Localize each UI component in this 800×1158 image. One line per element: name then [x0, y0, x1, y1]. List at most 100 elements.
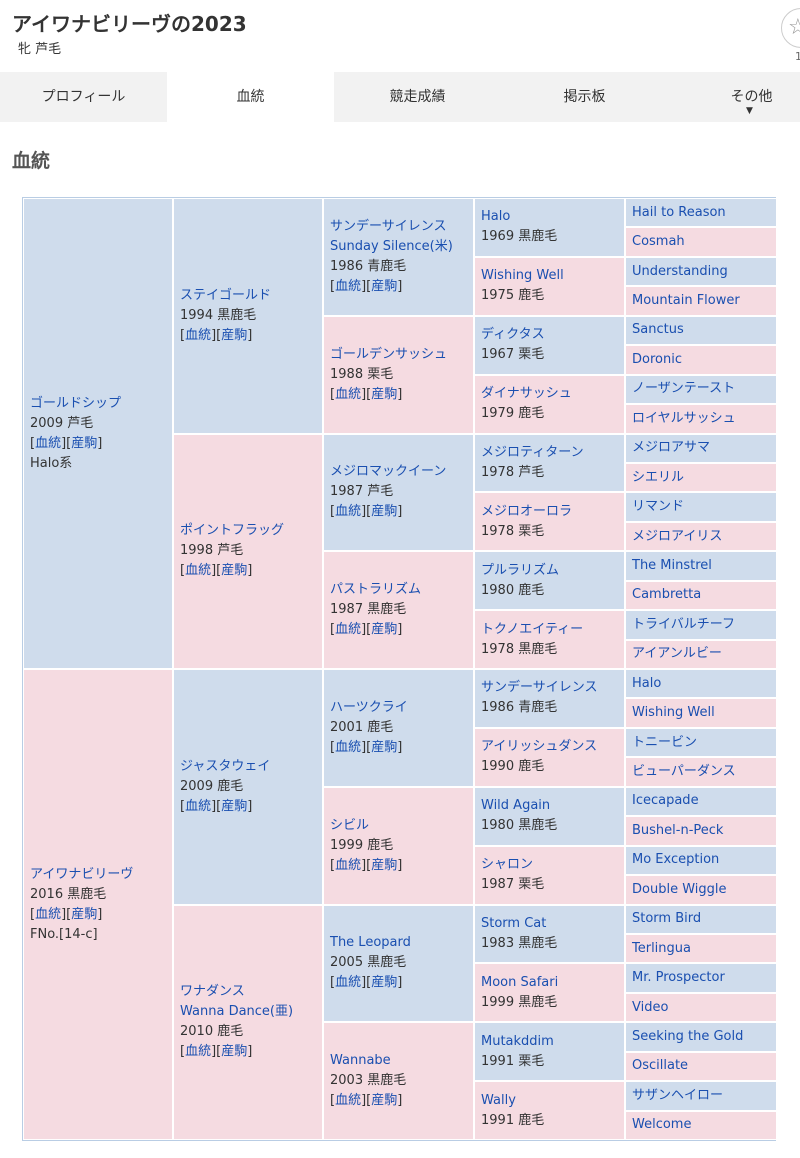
horse-name-link[interactable]: メジロマックイーン [330, 464, 447, 480]
pedigree-link[interactable]: 血統 [185, 563, 212, 579]
pedigree-link[interactable]: 血統 [35, 906, 62, 922]
horse-name-link[interactable]: トニービン [632, 734, 698, 750]
offspring-link[interactable]: 産駒 [221, 563, 248, 579]
horse-name-link[interactable]: Bushel-n-Peck [632, 822, 724, 838]
horse-name-link[interactable]: ディクタス [481, 327, 545, 343]
offspring-link[interactable]: 産駒 [371, 278, 398, 294]
horse-name-link[interactable]: ポイントフラッグ [180, 523, 285, 539]
horse-name-link[interactable]: プルラリズム [481, 562, 560, 578]
horse-name-link[interactable]: シャロン [481, 857, 534, 873]
pedigree-link[interactable]: 血統 [335, 739, 362, 755]
horse-name-link[interactable]: アイリッシュダンス [481, 739, 598, 755]
offspring-link[interactable]: 産駒 [371, 1093, 398, 1109]
pedigree-link[interactable]: 血統 [335, 622, 362, 638]
offspring-link[interactable]: 産駒 [371, 386, 398, 402]
horse-name-link[interactable]: Moon Safari [481, 974, 559, 990]
offspring-link[interactable]: 産駒 [221, 327, 248, 343]
horse-name-link[interactable]: メジロアイリス [632, 528, 723, 544]
horse-name-link[interactable]: ビューパーダンス [632, 764, 736, 780]
offspring-link[interactable]: 産駒 [371, 504, 398, 520]
horse-name-link[interactable]: Welcome [632, 1117, 692, 1133]
horse-name-link[interactable]: Double Wiggle [632, 881, 727, 897]
horse-name-link[interactable]: サンデーサイレンス [481, 680, 598, 696]
pedigree-cell-content: トクノエイティー 1978 黒鹿毛 [481, 620, 622, 660]
horse-name-link[interactable]: ジャスタウェイ [180, 758, 271, 774]
horse-foreign-name-link[interactable]: Sunday Silence(米) [330, 238, 453, 254]
horse-name-link[interactable]: Terlingua [632, 940, 691, 956]
pedigree-link[interactable]: 血統 [185, 798, 212, 814]
tab-other[interactable]: その他 ▼ [668, 72, 800, 122]
horse-name-link[interactable]: Wannabe [330, 1053, 391, 1069]
horse-name-link[interactable]: Wally [481, 1092, 516, 1108]
tab-bbs[interactable]: 掲示板 [563, 89, 606, 105]
offspring-link[interactable]: 産駒 [221, 1044, 248, 1060]
horse-name-link[interactable]: トライバルチーフ [632, 616, 735, 632]
horse-name-link[interactable]: ハーツクライ [330, 699, 408, 715]
horse-name-link[interactable]: ロイヤルサッシュ [632, 410, 736, 426]
horse-name-link[interactable]: Oscillate [632, 1058, 689, 1074]
favorite-button[interactable]: ☆ [781, 8, 800, 48]
pedigree-link[interactable]: 血統 [335, 857, 362, 873]
horse-name-link[interactable]: Sanctus [632, 322, 684, 338]
horse-name-link[interactable]: Hail to Reason [632, 204, 726, 220]
horse-name-link[interactable]: Storm Cat [481, 915, 547, 931]
pedigree-link[interactable]: 血統 [335, 278, 362, 294]
pedigree-link[interactable]: 血統 [35, 435, 62, 451]
pedigree-link[interactable]: 血統 [185, 1044, 212, 1060]
horse-name-link[interactable]: サンデーサイレンス [330, 218, 447, 234]
pedigree-link[interactable]: 血統 [335, 975, 362, 991]
horse-name-link[interactable]: シエリル [632, 469, 685, 485]
horse-name-link[interactable]: Storm Bird [632, 911, 702, 927]
horse-name-link[interactable]: Icecapade [632, 793, 699, 809]
horse-name-link[interactable]: Mo Exception [632, 852, 720, 868]
offspring-link[interactable]: 産駒 [371, 975, 398, 991]
horse-name-link[interactable]: シビル [330, 817, 370, 833]
horse-name-link[interactable]: ワナダンス [180, 984, 245, 1000]
horse-name-link[interactable]: ノーザンテースト [632, 381, 736, 397]
horse-name-link[interactable]: ステイゴールド [180, 287, 272, 303]
horse-name-link[interactable]: Wishing Well [632, 705, 715, 721]
horse-name-link[interactable]: Halo [481, 209, 511, 225]
horse-name-link[interactable]: サザンヘイロー [632, 1087, 724, 1103]
horse-name-link[interactable]: Wild Again [481, 798, 551, 814]
horse-name-link[interactable]: Understanding [632, 263, 728, 279]
horse-foreign-name-link[interactable]: Wanna Dance(亜) [180, 1004, 294, 1020]
horse-name-link[interactable]: メジロティターン [481, 444, 584, 460]
offspring-link[interactable]: 産駒 [71, 906, 98, 922]
offspring-link[interactable]: 産駒 [221, 798, 248, 814]
horse-name-link[interactable]: アイアンルビー [632, 646, 722, 662]
pedigree-link[interactable]: 血統 [335, 504, 362, 520]
horse-name-link[interactable]: Cambretta [632, 587, 702, 603]
horse-name-link[interactable]: Seeking the Gold [632, 1028, 744, 1044]
horse-name-link[interactable]: Mr. Prospector [632, 970, 725, 986]
pedigree-link[interactable]: 血統 [335, 1093, 362, 1109]
horse-name-link[interactable]: トクノエイティー [481, 621, 584, 637]
tab-pedigree[interactable]: 血統 [167, 72, 334, 122]
horse-name-link[interactable]: メジロオーロラ [481, 503, 573, 519]
tab-race-results[interactable]: 競走成績 [389, 89, 446, 105]
offspring-link[interactable]: 産駒 [371, 857, 398, 873]
horse-name-link[interactable]: The Leopard [330, 935, 411, 951]
horse-name-link[interactable]: リマンド [632, 499, 685, 515]
horse-name-link[interactable]: Mutakddim [481, 1033, 554, 1049]
pedigree-link[interactable]: 血統 [335, 386, 362, 402]
horse-name-link[interactable]: ゴールドシップ [30, 395, 122, 411]
horse-name-link[interactable]: ゴールデンサッシュ [330, 346, 448, 362]
offspring-link[interactable]: 産駒 [371, 622, 398, 638]
horse-name-link[interactable]: The Minstrel [632, 557, 712, 573]
horse-name-link[interactable]: Halo [632, 675, 662, 691]
horse-name-link[interactable]: パストラリズム [330, 582, 422, 598]
tab-profile[interactable]: プロフィール [41, 89, 126, 105]
horse-name-link[interactable]: Wishing Well [481, 268, 564, 284]
horse-name-link[interactable]: ダイナサッシュ [481, 386, 572, 402]
horse-name-link[interactable]: Mountain Flower [632, 293, 740, 309]
horse-name-link[interactable]: メジロアサマ [632, 440, 711, 456]
offspring-link[interactable]: 産駒 [71, 435, 98, 451]
offspring-link[interactable]: 産駒 [371, 739, 398, 755]
horse-name-link[interactable]: Doronic [632, 351, 682, 367]
pedigree-link[interactable]: 血統 [185, 327, 212, 343]
horse-name-link[interactable]: Video [632, 999, 669, 1015]
horse-name-link[interactable]: アイワナビリーヴ [30, 866, 134, 882]
pedigree-cell-g4: サンデーサイレンス 1986 青鹿毛 [474, 669, 625, 728]
horse-name-link[interactable]: Cosmah [632, 234, 685, 250]
